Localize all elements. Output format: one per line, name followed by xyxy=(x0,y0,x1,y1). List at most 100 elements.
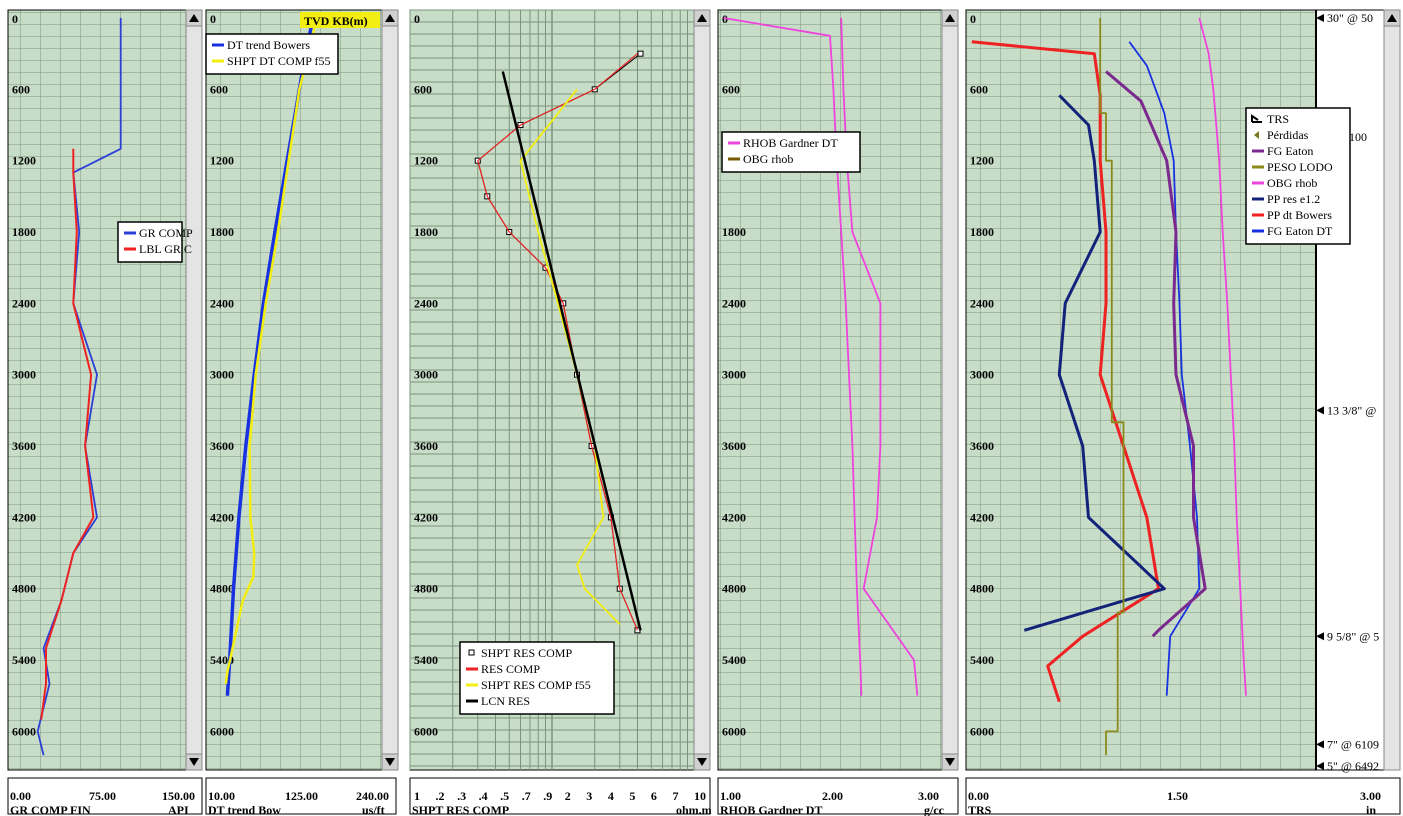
scale-mid: 1.50 xyxy=(1167,789,1188,803)
track-rhob xyxy=(717,9,959,771)
casing-shoe-icon xyxy=(1316,762,1324,770)
footer-frame xyxy=(717,777,959,815)
depth-tick-label: 4200 xyxy=(210,510,234,524)
scrollbar-pp[interactable] xyxy=(1383,9,1401,771)
depth-tick-label: 1800 xyxy=(12,225,36,239)
scrollbar-gr[interactable] xyxy=(185,9,203,771)
depth-tick-label: 4200 xyxy=(970,510,994,524)
depth-tick-label: 4200 xyxy=(414,510,438,524)
footer-unit: API xyxy=(168,803,189,816)
depth-tick-label: 2400 xyxy=(414,296,438,310)
depth-tick-label: 2400 xyxy=(722,296,746,310)
depth-tick-label: 5400 xyxy=(722,653,746,667)
legend-label: Pérdidas xyxy=(1267,128,1309,142)
curve-rhob-obg-rhob xyxy=(723,17,863,696)
scrollbar-res[interactable] xyxy=(693,9,711,771)
depth-tick-label: 6000 xyxy=(12,724,36,738)
depth-tick-label: 4200 xyxy=(722,510,746,524)
scrollbar-dt[interactable] xyxy=(381,9,399,771)
depth-tick-label: 2400 xyxy=(12,296,36,310)
scale-max: 3.00 xyxy=(1360,789,1381,803)
scale-max: 3.00 xyxy=(918,789,939,803)
scale-max: 240.00 xyxy=(356,789,389,803)
legend-label: RES COMP xyxy=(481,662,540,676)
depth-tick-label: 4800 xyxy=(414,582,438,596)
casing-shoe-icon xyxy=(1316,632,1324,641)
depth-tick-label: 1200 xyxy=(12,154,36,168)
legend-label: PP dt Bowers xyxy=(1267,208,1332,222)
curve-pp-peso-lodo xyxy=(1099,18,1125,756)
scrollbar-rhob[interactable] xyxy=(941,9,959,771)
depth-tick-label: 600 xyxy=(210,82,228,96)
scale-tick: 5 xyxy=(629,789,635,803)
scroll-down-arrow-icon[interactable] xyxy=(385,758,395,766)
depth-tick-label: 0 xyxy=(970,12,976,26)
depth-tick-label: 4800 xyxy=(970,582,994,596)
footer-unit: g/cc xyxy=(924,803,945,816)
depth-tick-label: 5400 xyxy=(970,653,994,667)
scale-tick: 3 xyxy=(586,789,592,803)
curve-dt-shpt-dt-comp-f55 xyxy=(224,17,319,684)
trs-icon xyxy=(1251,114,1262,123)
casing-shoe-icon xyxy=(1316,14,1324,22)
scroll-up-arrow-icon[interactable] xyxy=(945,14,955,22)
curves xyxy=(36,17,1247,756)
depth-tick-label: 600 xyxy=(722,82,740,96)
scale-min: 1.00 xyxy=(720,789,741,803)
scale-mid: 125.00 xyxy=(285,789,318,803)
legend-label: PP res e1.2 xyxy=(1267,192,1320,206)
scale-tick: .2 xyxy=(436,789,445,803)
depth-tick-label: 0 xyxy=(210,12,216,26)
legend-frame xyxy=(721,131,861,173)
depth-tick-label: 3000 xyxy=(210,368,234,382)
depth-tick-label: 6000 xyxy=(414,724,438,738)
footer-name: SHPT RES COMP xyxy=(412,803,509,816)
legends: GR COMP LBL GR C DT trend Bowers SHPT DT CO… xyxy=(117,12,1351,715)
scale-tick: .7 xyxy=(522,789,531,803)
scale-tick: 6 xyxy=(651,789,657,803)
scroll-up-arrow-icon[interactable] xyxy=(385,14,395,22)
depth-tick-label: 3000 xyxy=(722,368,746,382)
legend-frame xyxy=(1245,107,1351,245)
depth-tick-label: 600 xyxy=(970,82,988,96)
scroll-up-arrow-icon[interactable] xyxy=(189,14,199,22)
legend-gr: GR COMP LBL GR C xyxy=(117,221,193,263)
depth-tick-label: 1800 xyxy=(210,225,234,239)
depth-tick-label: 1800 xyxy=(414,225,438,239)
footer-res: 1 .2 .3 .4 .5 .7 .9 2 3 4 5 6 7 10 SHPT RES COMP ohm.m xyxy=(409,777,712,816)
depth-tick-label: 3000 xyxy=(414,368,438,382)
casing-shoe-icon xyxy=(1316,740,1324,749)
track-dt xyxy=(205,9,399,771)
footer-name: DT trend Bow xyxy=(208,803,281,816)
footer-rhob: 1.00 2.00 3.00 RHOB Gardner DT g/cc xyxy=(717,777,959,816)
legend-frame xyxy=(205,33,339,75)
curve-res-lcn-res xyxy=(501,71,642,631)
footer-frame xyxy=(965,777,1401,815)
legend-label: GR COMP xyxy=(139,226,193,240)
depth-tick-label: 3600 xyxy=(12,439,36,453)
legend-label: TRS xyxy=(1267,112,1289,126)
scroll-down-arrow-icon[interactable] xyxy=(697,758,707,766)
scale-tick: 10 xyxy=(694,789,706,803)
depth-tick-label: 600 xyxy=(12,82,30,96)
casing-label: 5" @ 6492 xyxy=(1327,759,1379,773)
curve-pp-pp-res-e1-2 xyxy=(1023,94,1166,632)
legend-label: OBG rhob xyxy=(743,152,793,166)
scale-tick: .3 xyxy=(457,789,466,803)
scroll-up-arrow-icon[interactable] xyxy=(1387,14,1397,22)
depth-tick-label: 4800 xyxy=(722,582,746,596)
legend-frame xyxy=(459,641,615,715)
depth-tick-label: 1800 xyxy=(722,225,746,239)
scale-tick: 4 xyxy=(608,789,614,803)
casing-label: 30" @ 50 xyxy=(1327,11,1373,25)
legend-rhob: RHOB Gardner DT OBG rhob xyxy=(721,131,861,173)
marker-icon xyxy=(468,649,475,656)
depth-tick-label: 600 xyxy=(414,82,432,96)
scroll-down-arrow-icon[interactable] xyxy=(189,758,199,766)
scroll-up-arrow-icon[interactable] xyxy=(697,14,707,22)
footer-dt: 10.00 125.00 240.00 DT trend Bow us/ft xyxy=(205,777,397,816)
scroll-down-arrow-icon[interactable] xyxy=(945,758,955,766)
